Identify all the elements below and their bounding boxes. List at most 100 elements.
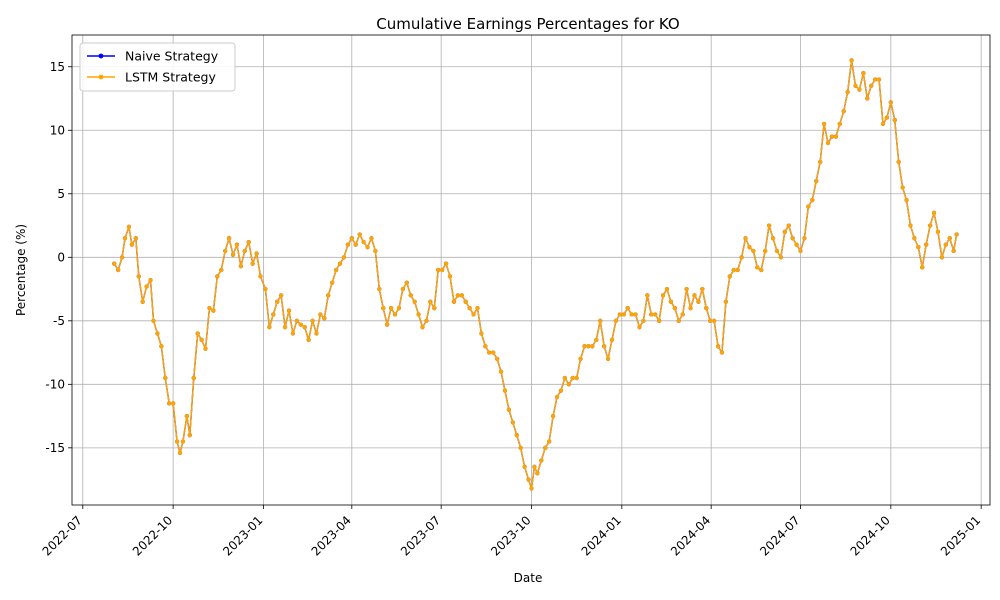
data-point — [526, 477, 531, 482]
data-point — [633, 312, 638, 317]
data-point — [199, 337, 204, 342]
data-point — [641, 318, 646, 323]
data-point — [385, 322, 390, 327]
data-point — [931, 210, 937, 215]
legend-marker-lstm — [98, 74, 104, 80]
data-point — [715, 344, 721, 349]
legend-label-lstm: LSTM Strategy — [125, 70, 216, 85]
data-point — [590, 344, 595, 349]
data-point — [306, 337, 311, 342]
data-point — [491, 350, 496, 355]
data-point — [447, 274, 453, 279]
series-lstm-strategy — [112, 58, 959, 491]
data-point — [645, 293, 650, 298]
data-point — [876, 77, 882, 82]
data-point — [708, 318, 713, 323]
data-point — [267, 325, 272, 330]
data-point — [739, 255, 744, 260]
y-axis-ticks: -15 -10 -5 0 5 10 15 — [45, 60, 72, 455]
data-point — [578, 356, 583, 362]
data-point — [388, 306, 394, 311]
data-point — [782, 229, 787, 234]
data-point — [829, 134, 835, 139]
data-point — [747, 245, 752, 250]
data-point — [880, 121, 886, 127]
data-point — [539, 458, 544, 463]
data-point — [535, 471, 540, 476]
data-point — [947, 236, 952, 241]
data-point — [869, 83, 874, 88]
data-point — [696, 299, 701, 304]
data-point — [254, 251, 259, 256]
data-point — [904, 198, 909, 203]
data-point — [884, 115, 890, 120]
data-point — [226, 236, 232, 241]
legend-box — [79, 42, 236, 92]
data-point — [617, 312, 622, 317]
data-point — [298, 322, 303, 327]
data-point — [326, 293, 331, 298]
data-point — [727, 274, 732, 279]
data-point — [547, 439, 552, 444]
data-point — [841, 109, 846, 114]
data-point — [554, 394, 560, 400]
data-point — [605, 356, 611, 362]
data-point — [148, 278, 153, 283]
data-point — [550, 413, 556, 419]
data-point — [700, 286, 705, 292]
data-point — [688, 306, 693, 311]
data-point — [778, 255, 783, 260]
data-point — [230, 252, 236, 257]
data-point — [613, 318, 619, 323]
data-point — [223, 248, 228, 254]
data-point — [334, 267, 339, 273]
data-point — [719, 350, 725, 355]
data-point — [140, 299, 145, 304]
data-point — [676, 318, 681, 323]
y-tick-label: 0 — [57, 250, 65, 264]
data-point — [522, 464, 527, 469]
data-point — [381, 306, 386, 311]
data-point — [294, 318, 299, 323]
legend-marker-naive — [98, 53, 104, 59]
data-point — [755, 265, 760, 270]
data-point — [704, 306, 709, 311]
data-point — [369, 236, 374, 241]
data-point — [377, 286, 382, 292]
data-point — [806, 204, 811, 209]
data-point — [510, 420, 515, 425]
data-point — [396, 306, 402, 311]
data-point — [924, 242, 929, 247]
data-point — [271, 312, 276, 317]
data-point — [136, 274, 141, 279]
data-point — [112, 261, 117, 266]
data-point — [455, 293, 460, 298]
data-point — [582, 344, 587, 349]
x-gridlines — [82, 35, 982, 505]
data-point — [798, 248, 803, 254]
data-point — [420, 325, 425, 330]
data-point — [912, 236, 917, 241]
data-point — [609, 337, 615, 342]
data-point — [602, 344, 607, 349]
data-point — [191, 375, 196, 381]
data-point — [184, 413, 189, 419]
data-point — [219, 267, 224, 273]
data-point — [282, 325, 288, 330]
data-point — [275, 299, 280, 304]
data-point — [802, 236, 807, 241]
data-point — [861, 71, 866, 76]
legend: Naive Strategy LSTM Strategy — [79, 42, 236, 92]
data-point — [400, 286, 405, 292]
data-point — [498, 369, 504, 374]
data-point — [598, 318, 603, 323]
data-point — [279, 293, 284, 298]
data-point — [471, 312, 476, 317]
data-point — [586, 344, 591, 349]
data-point — [443, 261, 449, 266]
data-point — [412, 299, 417, 304]
data-point — [263, 286, 268, 292]
data-point — [330, 280, 335, 285]
